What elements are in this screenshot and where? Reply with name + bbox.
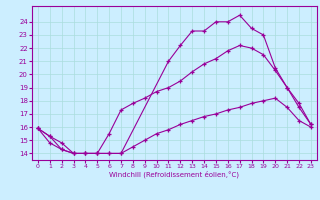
X-axis label: Windchill (Refroidissement éolien,°C): Windchill (Refroidissement éolien,°C)	[109, 171, 239, 178]
